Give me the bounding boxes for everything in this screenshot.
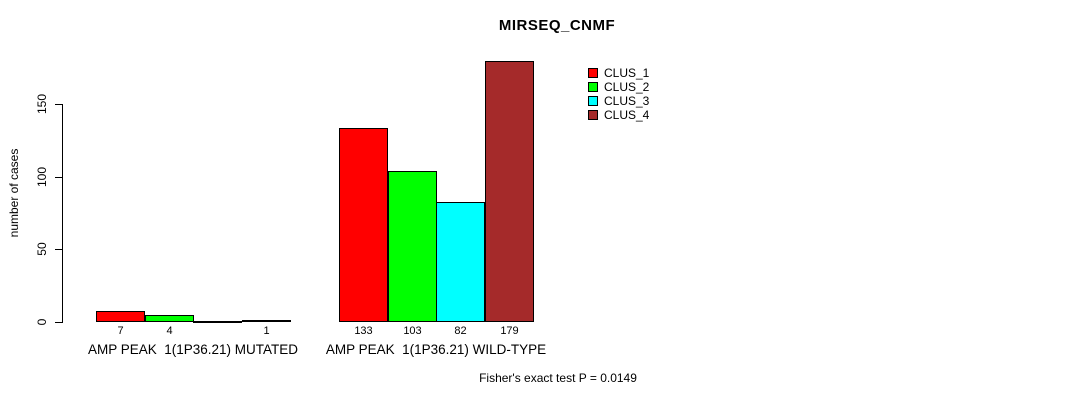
y-tick [55, 322, 62, 323]
bar-value-label: 1 [263, 325, 270, 337]
bar-clus_1-group1 [96, 311, 145, 322]
chart-title: MIRSEQ_CNMF [498, 17, 616, 34]
bar-clus_3-group1 [193, 321, 242, 323]
bar-clus_4-group2 [485, 61, 534, 322]
legend-item-clus_2: CLUS_2 [588, 80, 649, 94]
legend: CLUS_1 CLUS_2 CLUS_3 CLUS_4 [588, 66, 649, 122]
bar-clus_2-group2 [388, 171, 437, 322]
y-tick-label: 50 [35, 242, 49, 256]
legend-item-clus_1: CLUS_1 [588, 66, 649, 80]
bar-clus_3-group2 [436, 202, 485, 322]
y-tick [55, 177, 62, 178]
y-tick [55, 249, 62, 250]
bar-value-label: 103 [403, 325, 422, 337]
bar-clus_2-group1 [145, 315, 194, 322]
bar-clus_1-group2 [339, 128, 388, 322]
bar-value-label: 82 [454, 325, 467, 337]
legend-swatch-clus_4 [588, 110, 598, 120]
legend-item-clus_3: CLUS_3 [588, 94, 649, 108]
group-label: AMP PEAK 1(1P36.21) MUTATED [87, 342, 299, 357]
y-tick-label: 0 [35, 318, 49, 326]
y-tick-label: 100 [35, 166, 49, 188]
legend-label: CLUS_3 [604, 94, 650, 108]
y-axis [62, 104, 63, 323]
bar-clus_4-group1 [242, 320, 291, 322]
legend-label: CLUS_4 [604, 108, 650, 122]
legend-item-clus_4: CLUS_4 [588, 108, 649, 122]
legend-swatch-clus_1 [588, 68, 598, 78]
y-tick [55, 104, 62, 105]
y-tick-label: 150 [35, 93, 49, 115]
bar-value-label: 4 [166, 325, 173, 337]
y-axis-label: number of cases [7, 148, 21, 238]
legend-label: CLUS_2 [604, 80, 650, 94]
bar-value-label: 7 [117, 325, 124, 337]
group-label: AMP PEAK 1(1P36.21) WILD-TYPE [325, 342, 547, 357]
bar-value-label: 179 [500, 325, 519, 337]
legend-label: CLUS_1 [604, 66, 650, 80]
legend-swatch-clus_2 [588, 82, 598, 92]
legend-swatch-clus_3 [588, 96, 598, 106]
fisher-test-annotation: Fisher's exact test P = 0.0149 [479, 371, 637, 385]
bar-value-label: 133 [354, 325, 373, 337]
